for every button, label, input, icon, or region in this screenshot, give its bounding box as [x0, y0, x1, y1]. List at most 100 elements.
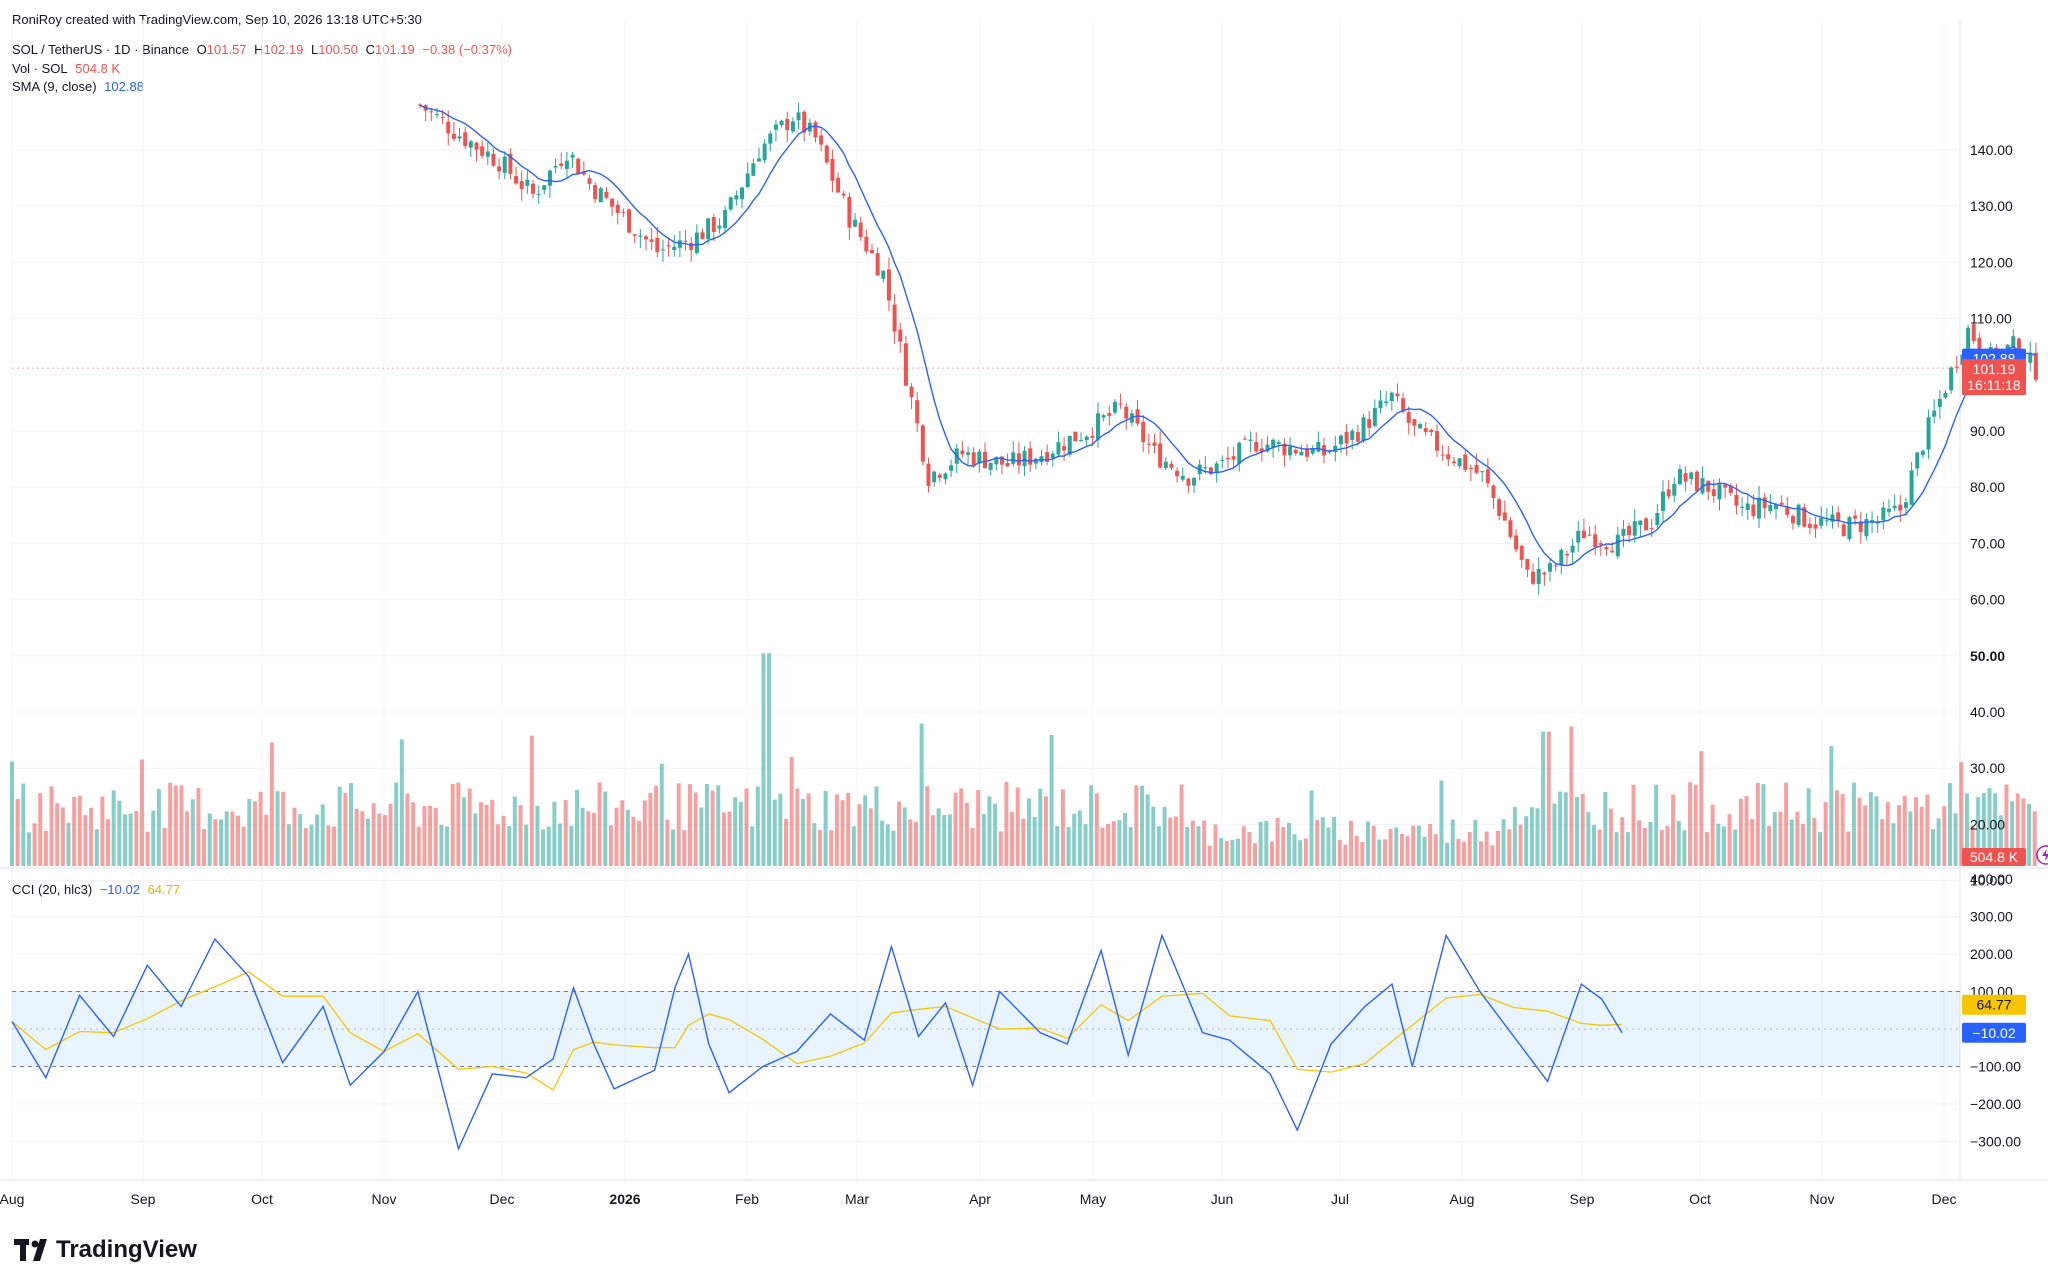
volume-bar — [360, 811, 365, 866]
volume-bar — [349, 783, 353, 866]
volume-bar — [1405, 836, 1410, 866]
cci-legend[interactable]: CCI (20, hlc3) −10.02 64.77 — [12, 882, 184, 897]
candle-body — [1124, 406, 1129, 419]
volume-bar — [1795, 811, 1800, 866]
volume-bar — [1213, 824, 1218, 866]
volume-bar — [1976, 797, 1981, 866]
volume-bar — [812, 823, 817, 866]
sma-legend[interactable]: SMA (9, close) 102.88 — [12, 79, 148, 94]
candle-body — [937, 474, 942, 478]
volume-bar — [1354, 836, 1359, 866]
candle-body — [1248, 439, 1253, 441]
volume-bar — [1196, 826, 1201, 866]
candle-body — [1045, 452, 1050, 462]
volume-bar — [1371, 825, 1376, 866]
candle-body — [1847, 517, 1852, 540]
volume-bar — [168, 782, 173, 866]
candle-body — [870, 249, 874, 253]
time-tick-label: Oct — [251, 1191, 273, 1207]
volume-bar — [1772, 812, 1777, 866]
candle-body — [672, 246, 677, 250]
cci-tag-bg — [1962, 1022, 2026, 1043]
volume-bar — [1614, 832, 1619, 866]
sma-line — [419, 104, 2037, 567]
candle-body — [1022, 450, 1027, 467]
volume-bar — [1089, 785, 1094, 866]
candle-body — [468, 141, 473, 148]
volume-bar — [1077, 810, 1082, 866]
volume-bar — [377, 813, 382, 866]
chart-credit: RoniRoy created with TradingView.com, Se… — [12, 12, 422, 27]
candle-body — [621, 211, 626, 213]
volume-bar — [1648, 821, 1653, 866]
volume-bar — [1117, 820, 1122, 866]
volume-bar — [614, 807, 619, 866]
volume-bar — [897, 801, 902, 866]
candle-body — [598, 188, 603, 203]
time-tick-label: Aug — [1450, 1191, 1475, 1207]
volume-bar — [224, 811, 229, 866]
candle-body — [2028, 352, 2033, 363]
symbol-label: SOL / TetherUS · 1D · Binance — [12, 42, 190, 57]
candle-body — [1711, 489, 1716, 497]
volume-bar — [857, 804, 862, 866]
candle-body — [1276, 442, 1281, 445]
candle-body — [898, 329, 903, 342]
volume-bar — [1908, 811, 1913, 866]
volume-bar — [286, 824, 291, 866]
last-price-tag-bg — [1962, 359, 2026, 396]
candle-body — [485, 151, 490, 157]
volume-legend[interactable]: Vol · SOL 504.8 K — [12, 61, 124, 76]
price-tick-label: 130.00 — [1970, 198, 2013, 214]
candle-body — [1389, 392, 1394, 402]
volume-bar — [1767, 825, 1772, 866]
volume-bar — [1891, 823, 1896, 866]
candle-body — [1570, 545, 1575, 553]
volume-bar — [1947, 782, 1952, 866]
candle-body — [1497, 499, 1502, 516]
volume-bar — [2027, 803, 2032, 866]
candle-body — [1841, 524, 1846, 537]
candle-body — [1779, 502, 1784, 505]
volume-bar — [608, 825, 613, 866]
price-legend[interactable]: SOL / TetherUS · 1D · Binance O101.57 H1… — [12, 42, 516, 57]
candle-body — [1909, 470, 1914, 505]
volume-bar — [128, 813, 133, 866]
candle-body — [1977, 337, 1982, 352]
volume-bar — [1484, 831, 1489, 866]
candle-body — [1954, 366, 1959, 368]
volume-bar — [682, 830, 687, 866]
volume-bar — [1224, 840, 1229, 866]
volume-bar — [1569, 726, 1574, 866]
candle-body — [1186, 478, 1191, 486]
volume-bar — [1179, 784, 1184, 866]
sma-value: 102.88 — [104, 79, 144, 94]
candle-body — [1457, 458, 1462, 467]
candle-body — [1423, 428, 1428, 432]
volume-bar — [1326, 827, 1331, 866]
candle-body — [706, 218, 711, 240]
volume-bar — [981, 814, 986, 866]
volume-bar — [72, 796, 77, 866]
volume-bar — [823, 790, 828, 866]
candle-body — [858, 222, 863, 238]
time-tick-label: Aug — [0, 1191, 24, 1207]
volume-bar — [1190, 820, 1195, 866]
volume-bar — [49, 786, 54, 866]
tradingview-logo[interactable]: TradingView — [14, 1236, 197, 1264]
cci-tag: −10.02 — [1972, 1025, 2015, 1041]
candle-body — [1463, 454, 1468, 470]
price-tick-label: 40.00 — [1970, 704, 2005, 720]
volume-bar — [541, 829, 546, 866]
candle-body — [689, 242, 694, 250]
candle-body — [1887, 508, 1891, 512]
cci-tick-label: −300.00 — [1970, 1133, 2021, 1149]
volume-bar — [185, 811, 190, 866]
candle-body — [1242, 438, 1247, 440]
volume-bar — [1846, 831, 1851, 866]
candle-body — [1384, 401, 1389, 404]
volume-bar — [750, 826, 755, 866]
volume-bar — [264, 814, 269, 866]
volume-bar — [1829, 746, 1834, 866]
